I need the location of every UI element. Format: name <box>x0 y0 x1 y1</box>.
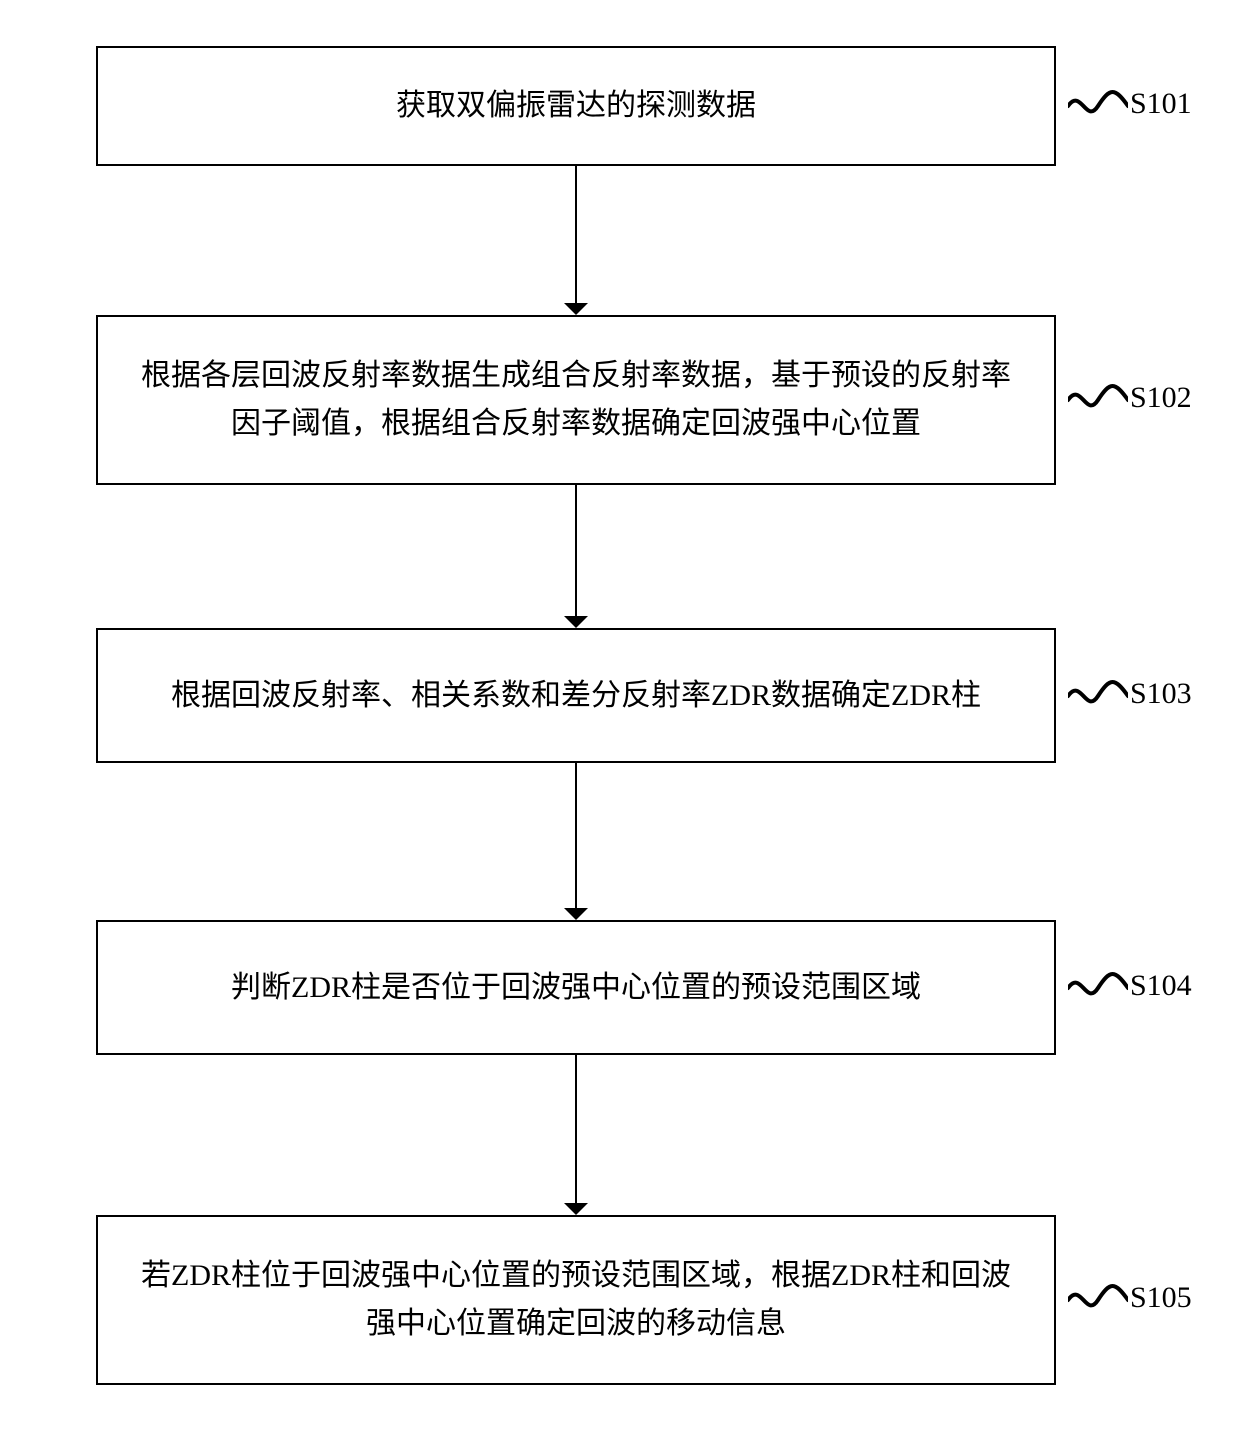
step-squiggle <box>1068 89 1128 123</box>
step-squiggle <box>1068 383 1128 417</box>
connector-s104-s105 <box>575 1055 577 1205</box>
flow-node-text: 根据回波反射率、相关系数和差分反射率ZDR数据确定ZDR柱 <box>171 672 981 720</box>
flowchart-canvas: 获取双偏振雷达的探测数据 S101 根据各层回波反射率数据生成组合反射率数据，基于预… <box>0 0 1240 1451</box>
connector-s102-s103 <box>575 485 577 618</box>
step-label-s104: S104 <box>1130 969 1192 1003</box>
step-squiggle <box>1068 1283 1128 1317</box>
flow-node-s104: 判断ZDR柱是否位于回波强中心位置的预设范围区域 <box>96 920 1056 1055</box>
flow-node-text: 根据各层回波反射率数据生成组合反射率数据，基于预设的反射率因子阈值，根据组合反射… <box>128 352 1024 448</box>
flow-node-s103: 根据回波反射率、相关系数和差分反射率ZDR数据确定ZDR柱 <box>96 628 1056 763</box>
flow-node-s102: 根据各层回波反射率数据生成组合反射率数据，基于预设的反射率因子阈值，根据组合反射… <box>96 315 1056 485</box>
step-squiggle <box>1068 679 1128 713</box>
arrow-down-icon <box>564 616 588 628</box>
step-label-s101: S101 <box>1130 87 1192 121</box>
step-label-s103: S103 <box>1130 677 1192 711</box>
connector-s101-s102 <box>575 166 577 305</box>
step-label-s105: S105 <box>1130 1281 1192 1315</box>
flow-node-s101: 获取双偏振雷达的探测数据 <box>96 46 1056 166</box>
connector-s103-s104 <box>575 763 577 910</box>
arrow-down-icon <box>564 908 588 920</box>
arrow-down-icon <box>564 303 588 315</box>
step-label-s102: S102 <box>1130 381 1192 415</box>
flow-node-s105: 若ZDR柱位于回波强中心位置的预设范围区域，根据ZDR柱和回波强中心位置确定回波… <box>96 1215 1056 1385</box>
arrow-down-icon <box>564 1203 588 1215</box>
flow-node-text: 若ZDR柱位于回波强中心位置的预设范围区域，根据ZDR柱和回波强中心位置确定回波… <box>128 1252 1024 1348</box>
flow-node-text: 判断ZDR柱是否位于回波强中心位置的预设范围区域 <box>231 964 921 1012</box>
flow-node-text: 获取双偏振雷达的探测数据 <box>396 82 756 130</box>
step-squiggle <box>1068 971 1128 1005</box>
